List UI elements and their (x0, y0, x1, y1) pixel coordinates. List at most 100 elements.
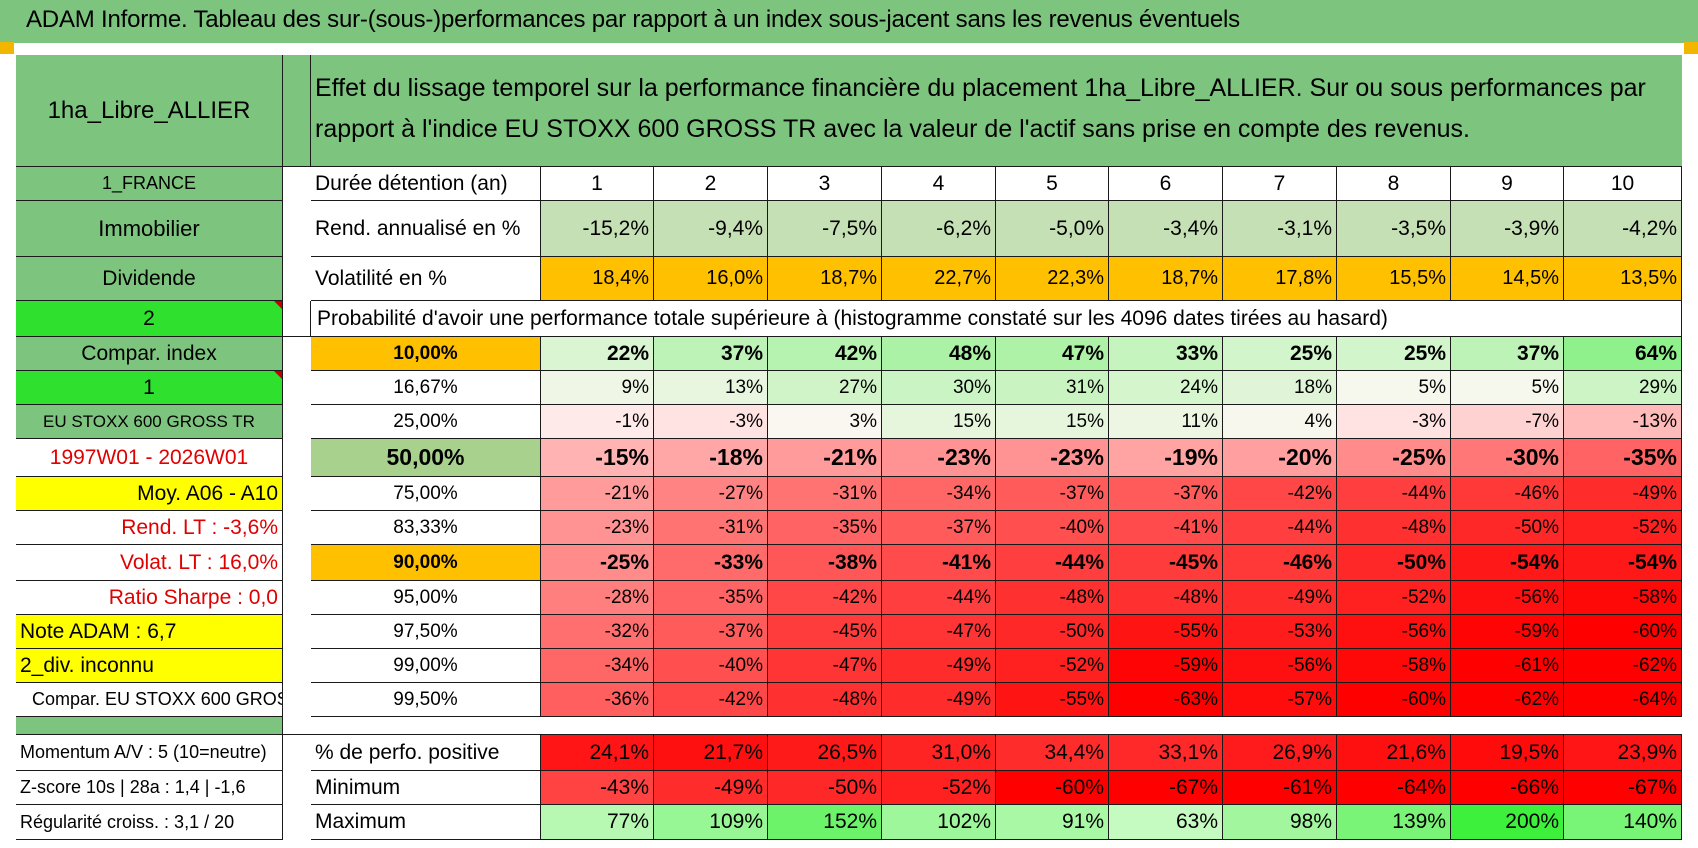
prob-value: -50% (1337, 545, 1451, 581)
positive-value: 31,0% (882, 735, 996, 771)
prob-value: 25% (1223, 337, 1337, 371)
percentile-cell: 75,00% (311, 477, 541, 511)
moy-label: Moy. A06 - A10 (16, 477, 283, 511)
prob-value: 47% (996, 337, 1109, 371)
positive-value: 26,5% (768, 735, 882, 771)
percentile-cell: 97,50% (311, 615, 541, 649)
prob-value: 37% (654, 337, 768, 371)
prob-value: -19% (1109, 439, 1223, 477)
prob-value: -27% (654, 477, 768, 511)
prob-value: 9% (541, 371, 654, 405)
maximum-value: 139% (1337, 805, 1451, 840)
prob-value: 4% (1223, 405, 1337, 439)
minimum-label: Minimum (311, 771, 541, 805)
param-1: 2 (16, 301, 283, 337)
prob-value: -56% (1223, 649, 1337, 683)
compar-full: Compar. EU STOXX 600 GROSS TR (16, 683, 283, 717)
minimum-value: -64% (1337, 771, 1451, 805)
comment-marker (274, 371, 282, 379)
positive-value: 21,6% (1337, 735, 1451, 771)
prob-value: -58% (1564, 581, 1682, 615)
positive-value: 24,1% (541, 735, 654, 771)
prob-value: -52% (1564, 511, 1682, 545)
minimum-value: -67% (1564, 771, 1682, 805)
percentile-cell: 16,67% (311, 371, 541, 405)
vol-value: 14,5% (1451, 257, 1564, 301)
year-header: 10 (1564, 167, 1682, 201)
prob-value: 11% (1109, 405, 1223, 439)
year-header: 1 (541, 167, 654, 201)
prob-value: -60% (1337, 683, 1451, 717)
prob-value: -41% (882, 545, 996, 581)
header-spacer (283, 55, 311, 167)
vol-value: 18,7% (768, 257, 882, 301)
vol-value: 13,5% (1564, 257, 1682, 301)
page-title: ADAM Informe. Tableau des sur-(sous-)per… (26, 6, 1240, 33)
prob-value: -31% (768, 477, 882, 511)
maximum-value: 200% (1451, 805, 1564, 840)
rend-value: -6,2% (882, 201, 996, 257)
prob-value: -54% (1451, 545, 1564, 581)
maximum-value: 91% (996, 805, 1109, 840)
param-2: 1 (16, 371, 283, 405)
prob-value: -45% (1109, 545, 1223, 581)
prob-value: -64% (1564, 683, 1682, 717)
prob-value: -37% (1109, 477, 1223, 511)
maximum-value: 102% (882, 805, 996, 840)
asset-country: 1_FRANCE (16, 167, 283, 201)
prob-value: -49% (1564, 477, 1682, 511)
prob-value: -40% (654, 649, 768, 683)
prob-value: 33% (1109, 337, 1223, 371)
prob-value: -59% (1451, 615, 1564, 649)
prob-value: -46% (1223, 545, 1337, 581)
prob-value: -35% (654, 581, 768, 615)
prob-value: 30% (882, 371, 996, 405)
prob-value: -45% (768, 615, 882, 649)
prob-value: -42% (768, 581, 882, 615)
prob-value: -40% (996, 511, 1109, 545)
prob-value: -34% (541, 649, 654, 683)
prob-value: 48% (882, 337, 996, 371)
prob-value: -49% (1223, 581, 1337, 615)
prob-value: -38% (768, 545, 882, 581)
comment-marker (274, 301, 282, 309)
prob-value: -62% (1564, 649, 1682, 683)
positive-value: 33,1% (1109, 735, 1223, 771)
vol-value: 16,0% (654, 257, 768, 301)
prob-value: -35% (1564, 439, 1682, 477)
prob-value: 5% (1337, 371, 1451, 405)
prob-value: -44% (1337, 477, 1451, 511)
positive-label: % de perfo. positive (311, 735, 541, 771)
prob-value: -20% (1223, 439, 1337, 477)
title-bar: ADAM Informe. Tableau des sur-(sous-)per… (0, 0, 1698, 43)
prob-value: 27% (768, 371, 882, 405)
description-header: Effet du lissage temporel sur la perform… (311, 55, 1682, 167)
prob-value: -23% (882, 439, 996, 477)
prob-value: 15% (882, 405, 996, 439)
prob-value: -7% (1451, 405, 1564, 439)
prob-value: -25% (1337, 439, 1451, 477)
prob-value: -32% (541, 615, 654, 649)
minimum-value: -60% (996, 771, 1109, 805)
prob-value: -41% (1109, 511, 1223, 545)
percentile-cell: 99,00% (311, 649, 541, 683)
prob-value: -34% (882, 477, 996, 511)
rend-value: -15,2% (541, 201, 654, 257)
prob-value: -61% (1451, 649, 1564, 683)
prob-value: -50% (1451, 511, 1564, 545)
regularite: Régularité croiss. : 3,1 / 20 (16, 805, 283, 840)
prob-value: -47% (882, 615, 996, 649)
corner-marker-right (1684, 42, 1698, 54)
prob-value: -56% (1451, 581, 1564, 615)
prob-value: -55% (1109, 615, 1223, 649)
period: 1997W01 - 2026W01 (16, 439, 283, 477)
vol-label: Volatilité en % (311, 257, 541, 301)
prob-value: -58% (1337, 649, 1451, 683)
asset-category: Immobilier (16, 201, 283, 257)
prob-value: 64% (1564, 337, 1682, 371)
prob-value: 42% (768, 337, 882, 371)
minimum-value: -49% (654, 771, 768, 805)
positive-value: 26,9% (1223, 735, 1337, 771)
prob-value: -52% (1337, 581, 1451, 615)
prob-value: -55% (996, 683, 1109, 717)
